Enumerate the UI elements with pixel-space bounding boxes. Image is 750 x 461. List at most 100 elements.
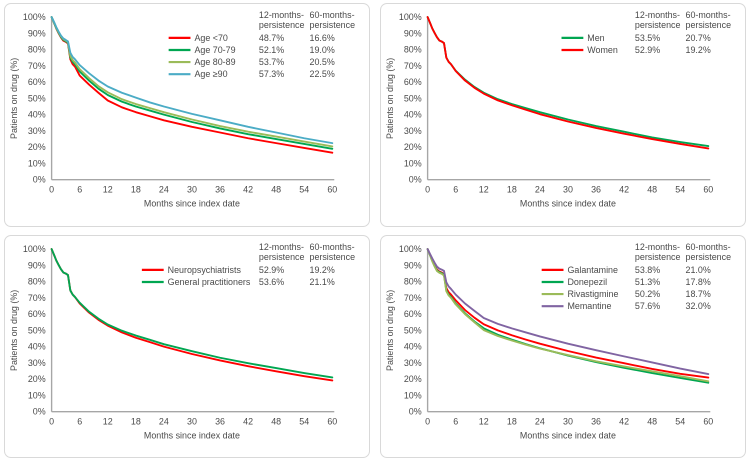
legend-label: Age 80-89 — [194, 57, 235, 67]
x-tick-label: 42 — [243, 416, 253, 426]
x-tick-label: 54 — [675, 416, 685, 426]
series-line-rivastigmine — [426, 247, 710, 382]
y-tick-label: 40% — [28, 110, 46, 120]
x-tick-label: 42 — [619, 185, 629, 195]
persistence-12m-value: 57.3% — [259, 69, 284, 79]
y-tick-label: 10% — [404, 390, 422, 400]
y-tick-label: 80% — [28, 45, 46, 55]
series-line-memantine — [426, 247, 710, 375]
stats-header-12m: persistence — [259, 251, 305, 261]
x-tick-label: 30 — [187, 185, 197, 195]
persistence-60m-value: 19.0% — [309, 45, 334, 55]
series-line-men — [426, 16, 710, 148]
y-tick-label: 40% — [404, 110, 422, 120]
persistence-60m-value: 32.0% — [685, 301, 710, 311]
panel-prescriber: 0% 10% 20% 30% 40% 50% 60% 70% 80% 90% 100% 0 6 12 18 2… — [4, 234, 370, 458]
age-groups-chart: 0% 10% 20% 30% 40% 50% 60% 70% 80% 90% 100% 0 6 12 18 2… — [9, 10, 355, 208]
legend-label: Galantamine — [567, 264, 618, 274]
legend-label: Age <70 — [194, 33, 227, 43]
x-tick-label: 42 — [619, 416, 629, 426]
series-line-women — [426, 16, 710, 150]
persistence-12m-value: 57.6% — [635, 301, 660, 311]
x-tick-label: 60 — [327, 416, 337, 426]
stats-header-60m: persistence — [309, 251, 355, 261]
x-tick-label: 36 — [215, 185, 225, 195]
drug-chart: 0% 10% 20% 30% 40% 50% 60% 70% 80% 90% 100% 0 6 12 18 2… — [385, 242, 731, 440]
y-tick-label: 100% — [23, 244, 46, 254]
stats-header-12m: 12-months- — [259, 242, 304, 252]
y-tick-label: 90% — [404, 260, 422, 270]
y-tick-label: 0% — [409, 175, 422, 185]
persistence-60m-value: 21.1% — [309, 276, 334, 286]
y-tick-label: 90% — [28, 28, 46, 38]
y-tick-label: 30% — [404, 357, 422, 367]
x-axis-title: Months since index date — [520, 198, 616, 208]
y-tick-label: 60% — [404, 309, 422, 319]
legend-label: Rivastigmine — [567, 289, 618, 299]
persistence-12m-value: 52.9% — [635, 45, 660, 55]
y-tick-label: 50% — [28, 325, 46, 335]
y-tick-label: 50% — [28, 93, 46, 103]
x-tick-label: 60 — [327, 185, 337, 195]
persistence-60m-value: 17.8% — [685, 276, 710, 286]
y-axis-title: Patients on drug (%) — [9, 289, 19, 370]
y-tick-label: 100% — [399, 244, 422, 254]
y-tick-label: 100% — [399, 12, 422, 22]
y-tick-label: 10% — [28, 390, 46, 400]
stats-header-12m: persistence — [635, 251, 681, 261]
persistence-60m-value: 22.5% — [309, 69, 334, 79]
x-tick-label: 30 — [563, 185, 573, 195]
x-tick-label: 36 — [215, 416, 225, 426]
legend-label: Men — [587, 33, 604, 43]
persistence-12m-value: 51.3% — [635, 276, 660, 286]
y-tick-label: 90% — [404, 28, 422, 38]
x-tick-label: 48 — [271, 416, 281, 426]
stats-header-60m: 60-months- — [309, 10, 354, 20]
y-tick-label: 70% — [404, 61, 422, 71]
x-tick-label: 60 — [703, 416, 713, 426]
y-tick-label: 70% — [28, 292, 46, 302]
x-tick-label: 12 — [103, 416, 113, 426]
panel-age-groups: 0% 10% 20% 30% 40% 50% 60% 70% 80% 90% 100% 0 6 12 18 2… — [4, 3, 370, 227]
y-tick-label: 0% — [33, 406, 46, 416]
x-axis-title: Months since index date — [144, 430, 240, 440]
x-tick-label: 12 — [479, 416, 489, 426]
y-tick-label: 80% — [28, 276, 46, 286]
stats-header-60m: 60-months- — [685, 10, 730, 20]
y-tick-label: 20% — [28, 374, 46, 384]
persistence-12m-value: 53.5% — [635, 33, 660, 43]
persistence-60m-value: 19.2% — [685, 45, 710, 55]
persistence-60m-value: 21.0% — [685, 264, 710, 274]
x-axis-title: Months since index date — [144, 198, 240, 208]
x-tick-label: 54 — [675, 185, 685, 195]
legend-label: General practitioners — [168, 276, 251, 286]
x-tick-label: 0 — [425, 416, 430, 426]
y-axis-title: Patients on drug (%) — [385, 58, 395, 139]
stats-header-60m: persistence — [685, 20, 731, 30]
persistence-12m-value: 48.7% — [259, 33, 284, 43]
x-tick-label: 30 — [563, 416, 573, 426]
stats-header-12m: 12-months- — [635, 10, 680, 20]
legend-label: Women — [587, 45, 618, 55]
y-tick-label: 20% — [28, 142, 46, 152]
x-tick-label: 0 — [49, 416, 54, 426]
persistence-12m-value: 53.8% — [635, 264, 660, 274]
x-tick-label: 24 — [159, 185, 169, 195]
panel-drug: 0% 10% 20% 30% 40% 50% 60% 70% 80% 90% 100% 0 6 12 18 2… — [380, 234, 746, 458]
x-tick-label: 0 — [425, 185, 430, 195]
x-tick-label: 12 — [103, 185, 113, 195]
legend-label: Memantine — [567, 301, 611, 311]
y-tick-label: 10% — [404, 158, 422, 168]
x-tick-label: 24 — [159, 416, 169, 426]
persistence-60m-value: 18.7% — [685, 289, 710, 299]
x-tick-label: 24 — [535, 416, 545, 426]
y-tick-label: 100% — [23, 12, 46, 22]
y-tick-label: 20% — [404, 142, 422, 152]
x-tick-label: 54 — [299, 185, 309, 195]
y-axis-title: Patients on drug (%) — [385, 289, 395, 370]
stats-header-60m: 60-months- — [685, 242, 730, 252]
prescriber-chart: 0% 10% 20% 30% 40% 50% 60% 70% 80% 90% 100% 0 6 12 18 2… — [9, 242, 355, 440]
y-tick-label: 20% — [404, 374, 422, 384]
y-tick-label: 30% — [404, 126, 422, 136]
